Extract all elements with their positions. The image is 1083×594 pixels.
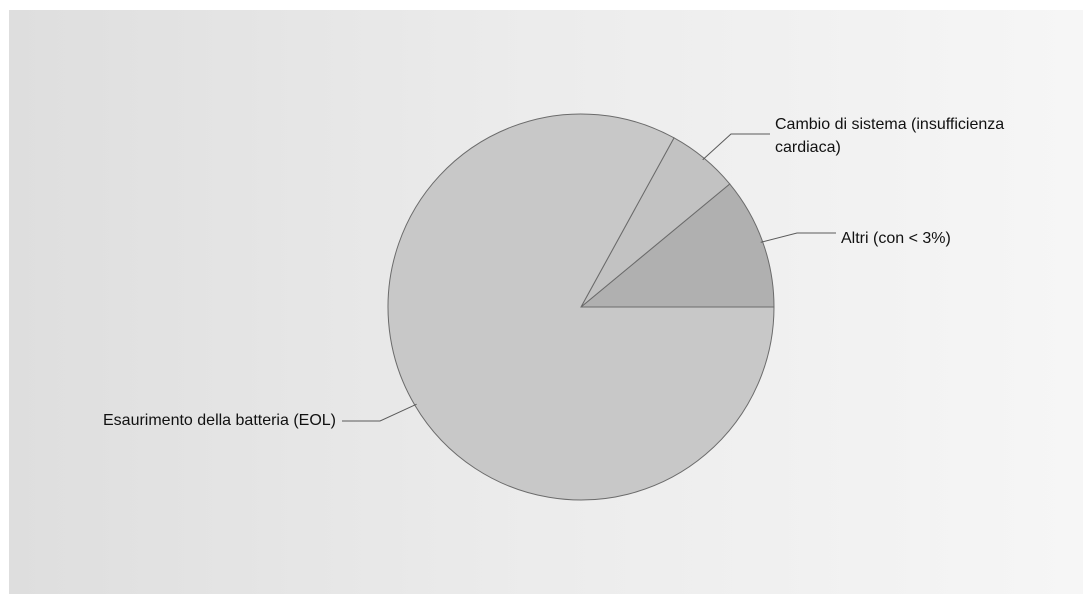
slice-label-line: Esaurimento della batteria (EOL): [103, 412, 336, 429]
leader-line-2: [760, 232, 836, 243]
slice-label-0: Esaurimento della batteria (EOL): [103, 412, 336, 429]
leader-line-0: [342, 403, 417, 422]
slice-label-1: Cambio di sistema (insufficienza cardiaca…: [775, 116, 1004, 156]
pie-labels: Altri (con < 3%) Cambio di sistema (insuf…: [103, 116, 1004, 429]
pie-slices: [387, 113, 775, 501]
slice-label-2: Altri (con < 3%): [841, 230, 951, 247]
slice-label-line: Cambio di sistema (insufficienza: [775, 116, 1004, 133]
slice-label-line: Altri (con < 3%): [841, 230, 951, 247]
leader-line-1: [702, 133, 770, 161]
slice-label-line: cardiaca): [775, 139, 841, 156]
